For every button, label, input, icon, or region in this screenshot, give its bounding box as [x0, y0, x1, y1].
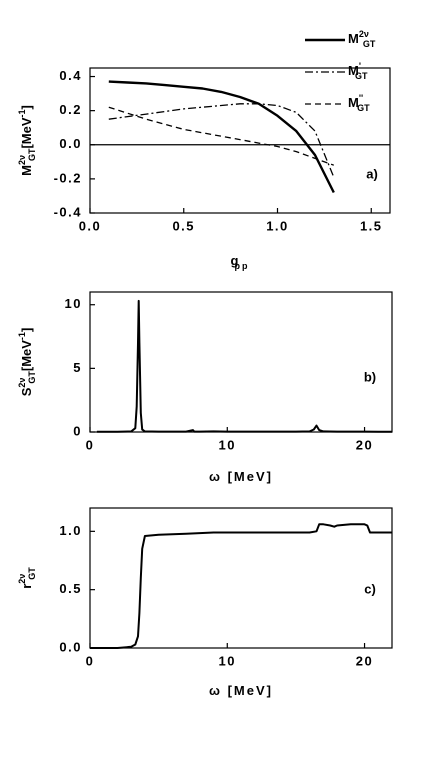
label-text: [MeV [19, 340, 34, 371]
label-text: ] [19, 105, 34, 109]
x-tick-label: 0 [86, 437, 95, 452]
data-line [96, 299, 392, 433]
y-tick-label: 0.0 [59, 639, 82, 654]
label-sub: GT [357, 103, 370, 113]
y-tick-label: 5 [73, 360, 82, 375]
label-text: M [19, 165, 34, 176]
data-line [108, 106, 335, 166]
x-axis-label: gpp [231, 253, 250, 271]
label-sup: 2ν [359, 29, 369, 39]
label-text: M [348, 31, 359, 46]
panel-label: c) [364, 581, 376, 596]
label-text: ] [19, 328, 34, 332]
panel-label: a) [366, 166, 378, 181]
y-axis-label: M2νGT[MeV-1] [17, 105, 37, 176]
label-sub: GT [363, 39, 376, 49]
legend-label: M2ν GT [348, 29, 376, 49]
label-text: r [19, 584, 34, 589]
x-tick-label: 0.0 [79, 218, 102, 233]
x-axis-label: ω [MeV] [209, 469, 273, 484]
label-sup: -1 [17, 109, 27, 117]
label-sub: GT [27, 371, 37, 384]
label-text: M [348, 95, 359, 110]
label-text: ω [MeV] [209, 469, 273, 484]
y-tick-label: -0.2 [54, 170, 82, 185]
x-tick-label: 10 [219, 437, 236, 452]
y-tick-label: 10 [65, 296, 82, 311]
y-axis-label: r2νGT [17, 567, 37, 589]
y-tick-label: 0 [73, 423, 82, 438]
label-text: M [348, 63, 359, 78]
label-text: g [231, 253, 241, 268]
x-tick-label: 1.5 [360, 218, 383, 233]
label-text: ω [MeV] [209, 683, 273, 698]
x-tick-label: 0.5 [172, 218, 195, 233]
label-sub: pp [234, 261, 249, 271]
x-tick-label: 1.0 [266, 218, 289, 233]
y-axis-label: S2νGT[MeV-1] [17, 328, 37, 397]
y-tick-label: 0.0 [59, 136, 82, 151]
label-sub: GT [27, 567, 37, 580]
legend-label: M'' GT [348, 93, 370, 113]
data-line [108, 80, 335, 194]
panel-label: b) [364, 369, 376, 384]
label-sub: GT [355, 71, 368, 81]
plot-frame [89, 291, 393, 433]
label-sup: 2ν [17, 574, 27, 584]
y-tick-label: -0.4 [54, 204, 82, 219]
label-sup: 2ν [17, 378, 27, 388]
data-line [90, 523, 392, 649]
y-tick-label: 0.2 [59, 102, 82, 117]
label-sup: -1 [17, 332, 27, 340]
label-sup: '' [359, 93, 363, 103]
x-tick-label: 20 [356, 437, 373, 452]
y-tick-label: 1.0 [59, 523, 82, 538]
legend-label: M' GT [348, 61, 368, 81]
plot-frame [89, 507, 393, 649]
plot-frame [89, 67, 391, 214]
x-tick-label: 0 [86, 653, 95, 668]
x-tick-label: 20 [356, 653, 373, 668]
label-text: [MeV [19, 117, 34, 148]
label-sub: GT [27, 148, 37, 161]
y-tick-label: 0.4 [59, 68, 82, 83]
label-sup: ' [359, 61, 361, 71]
label-text: S [19, 387, 34, 396]
data-line [108, 103, 335, 178]
x-axis-label: ω [MeV] [209, 683, 273, 698]
label-sup: 2ν [17, 155, 27, 165]
x-tick-label: 10 [219, 653, 236, 668]
y-tick-label: 0.5 [59, 581, 82, 596]
